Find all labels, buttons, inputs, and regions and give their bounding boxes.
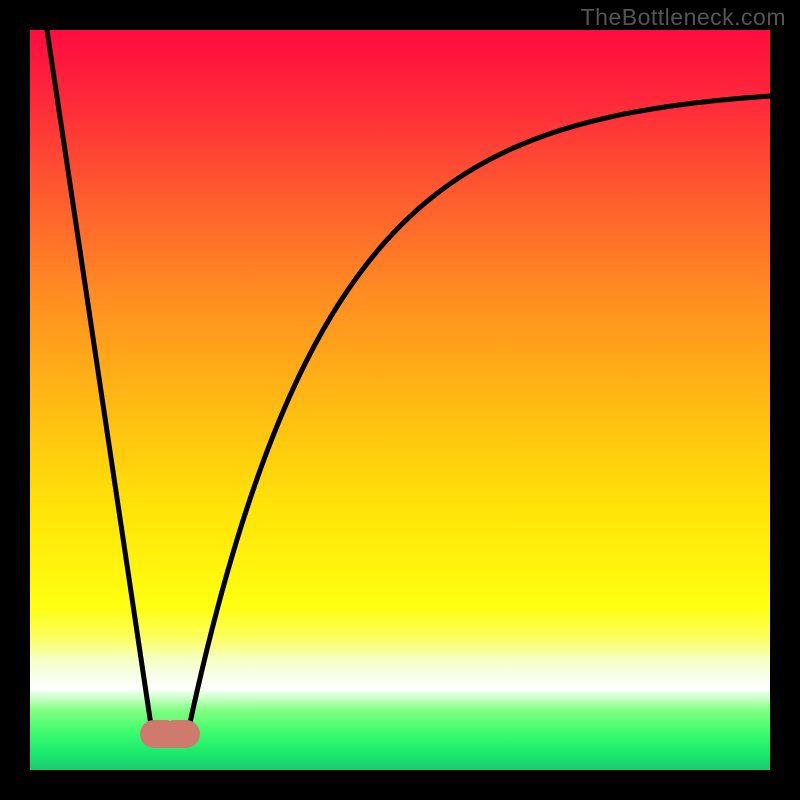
- left-descending-line: [47, 30, 152, 732]
- watermark-label: TheBottleneck.com: [581, 4, 786, 31]
- right-rising-curve: [188, 96, 770, 732]
- curves-layer: [30, 30, 770, 770]
- marker-shape: [140, 720, 200, 748]
- figure-root: TheBottleneck.com: [0, 0, 800, 800]
- plot-area: [30, 30, 770, 770]
- bottleneck-marker: [138, 718, 202, 750]
